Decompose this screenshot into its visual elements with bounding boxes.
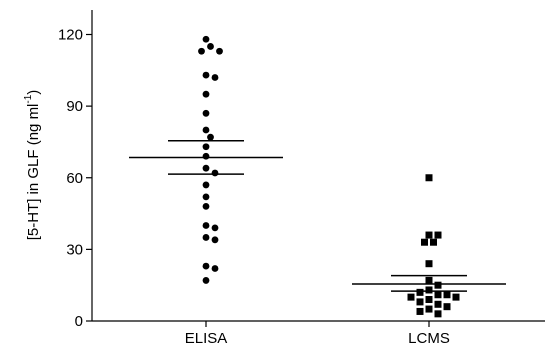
data-point [211, 265, 219, 272]
data-point [202, 181, 210, 189]
data-point [434, 231, 442, 239]
y-tick-label: 120 [58, 27, 83, 44]
data-point [425, 305, 433, 313]
data-point [202, 143, 210, 151]
data-point [421, 238, 428, 246]
x-tick-label: LCMS [408, 330, 450, 347]
data-point [207, 133, 214, 141]
data-point [202, 277, 210, 284]
y-tick-label: 0 [75, 313, 83, 330]
data-point [202, 234, 210, 241]
data-point [434, 300, 442, 308]
data-point [425, 260, 433, 268]
y-tick-label: 90 [66, 98, 83, 115]
x-tick-label: ELISA [185, 330, 228, 347]
data-point [430, 238, 437, 246]
data-point [216, 47, 223, 55]
data-point [198, 47, 205, 55]
data-point [202, 35, 210, 43]
data-point [416, 288, 424, 296]
data-point [202, 164, 210, 172]
data-point [211, 236, 219, 244]
data-point [202, 193, 210, 201]
data-point [202, 222, 210, 229]
data-point [202, 203, 210, 210]
data-point [207, 43, 214, 50]
data-point [211, 74, 219, 81]
y-axis-label: [5-HT] in GLF (ng ml-1) [23, 90, 42, 241]
data-point [425, 296, 433, 304]
y-tick-label: 30 [66, 241, 83, 258]
data-point [425, 174, 433, 182]
y-tick-label: 60 [66, 170, 83, 187]
data-point [416, 307, 424, 315]
data-point [416, 298, 424, 306]
data-marks [198, 35, 460, 318]
data-point [202, 90, 210, 98]
data-point [425, 231, 433, 239]
summary-lines [129, 139, 506, 292]
data-point [202, 71, 210, 79]
data-point [443, 303, 451, 311]
data-point [211, 224, 219, 232]
axes: 0 30 60 90 120 ELISA LCMS [58, 10, 545, 347]
data-point [434, 310, 442, 318]
data-point [425, 276, 433, 284]
data-point [434, 281, 442, 289]
data-point [443, 291, 451, 299]
data-point [452, 293, 460, 301]
data-point [407, 293, 415, 301]
data-point [202, 152, 210, 160]
data-point [434, 291, 442, 299]
data-point [425, 286, 433, 294]
data-point [202, 262, 210, 270]
data-point [202, 126, 210, 134]
data-point [211, 169, 219, 177]
data-point [202, 109, 210, 117]
